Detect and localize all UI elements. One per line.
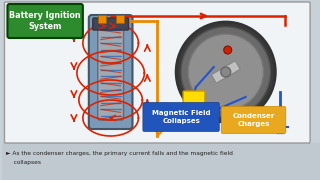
Circle shape [221, 67, 231, 77]
Bar [116, 15, 124, 23]
FancyBboxPatch shape [143, 102, 219, 132]
Text: Battery Ignition
System: Battery Ignition System [9, 11, 81, 31]
FancyBboxPatch shape [221, 107, 286, 134]
FancyBboxPatch shape [183, 91, 205, 105]
Circle shape [224, 46, 232, 54]
Text: collapses: collapses [6, 160, 42, 165]
Circle shape [176, 22, 275, 122]
FancyBboxPatch shape [89, 15, 132, 129]
Text: Condenser
Charges: Condenser Charges [232, 113, 275, 127]
Text: ► As the condenser charges, the primary current falls and the magnetic field: ► As the condenser charges, the primary … [6, 151, 233, 156]
Circle shape [181, 27, 270, 117]
Bar [98, 15, 106, 23]
Text: Magnetic Field
Collapses: Magnetic Field Collapses [152, 110, 211, 124]
FancyBboxPatch shape [4, 2, 310, 143]
Circle shape [188, 34, 263, 110]
Polygon shape [211, 61, 240, 83]
FancyBboxPatch shape [98, 24, 124, 120]
FancyBboxPatch shape [7, 4, 83, 38]
Bar [3, 143, 320, 180]
FancyBboxPatch shape [93, 18, 129, 30]
